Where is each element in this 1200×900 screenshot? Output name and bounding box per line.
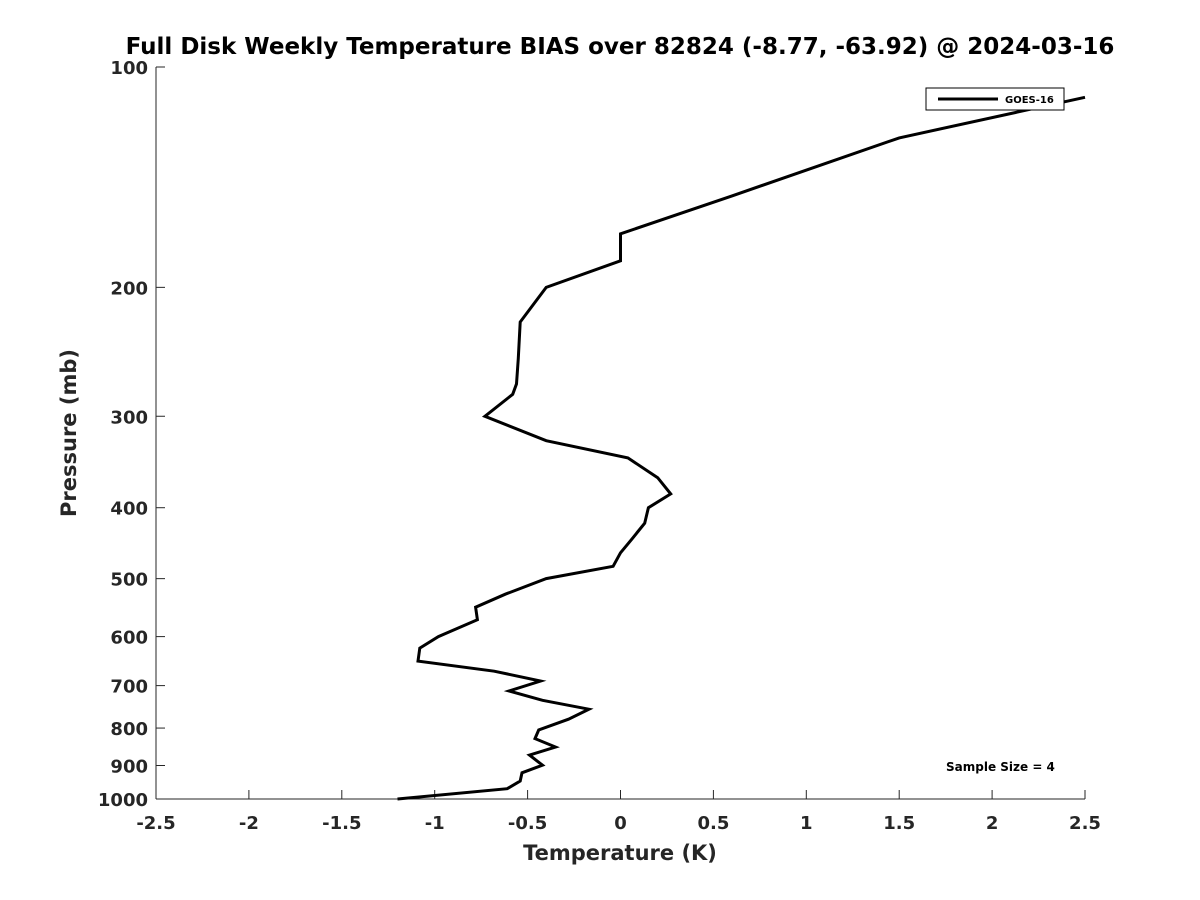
series-line-goes-16 <box>397 95 1086 801</box>
y-tick-label: 600 <box>110 628 148 649</box>
y-tick-label: 100 <box>110 58 148 79</box>
x-tick-label: -2 <box>239 813 259 834</box>
y-tick-label: 400 <box>110 499 148 520</box>
y-axis-label: Pressure (mb) <box>57 349 81 517</box>
y-tick-label: 1000 <box>98 790 148 811</box>
x-tick-label: -0.5 <box>508 813 547 834</box>
y-tick-label: 300 <box>110 407 148 428</box>
chart-title: Full Disk Weekly Temperature BIAS over 8… <box>126 34 1115 60</box>
y-tick-label: 500 <box>110 570 148 591</box>
y-tick-label: 700 <box>110 677 148 698</box>
x-tick-label: -1 <box>425 813 445 834</box>
x-axis-ticks: -2.5 -2 -1.5 -1 -0.5 0 0.5 1 1.5 2 2.5 <box>136 790 1101 834</box>
x-tick-label: -1.5 <box>322 813 361 834</box>
x-axis-label: Temperature (K) <box>523 841 717 865</box>
y-tick-label: 200 <box>110 278 148 299</box>
y-axis-ticks: 100 200 300 400 500 600 700 800 900 1000 <box>98 58 165 811</box>
legend-label: GOES-16 <box>1005 95 1054 106</box>
x-tick-label: 2.5 <box>1069 813 1101 834</box>
x-tick-label: 0 <box>614 813 627 834</box>
legend: GOES-16 <box>925 87 1065 111</box>
x-tick-label: 0.5 <box>697 813 729 834</box>
plot-area <box>156 67 1085 799</box>
y-tick-label: 800 <box>110 719 148 740</box>
x-tick-label: 1 <box>800 813 813 834</box>
x-tick-label: -2.5 <box>136 813 175 834</box>
y-tick-label: 900 <box>110 757 148 778</box>
x-tick-label: 2 <box>986 813 999 834</box>
sample-size-annotation: Sample Size = 4 <box>946 760 1055 774</box>
x-tick-label: 1.5 <box>883 813 915 834</box>
